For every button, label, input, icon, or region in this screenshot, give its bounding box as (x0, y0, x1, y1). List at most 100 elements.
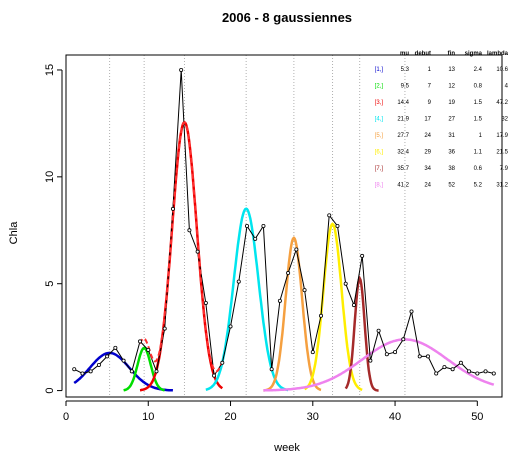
observed-point (425, 354, 430, 359)
observed-point (376, 328, 381, 333)
observed-point (80, 371, 85, 376)
table-cell: 0.8 (474, 84, 483, 90)
table-header-debut: debut (415, 51, 431, 57)
table-row-label: [8,] (375, 183, 384, 189)
observed-point (220, 360, 225, 365)
x-tick-label: 0 (63, 411, 69, 423)
mixture-curve (139, 121, 223, 373)
table-cell: 4 (505, 84, 509, 90)
observed-point (269, 367, 274, 372)
table-cell: 32 (501, 117, 508, 123)
legend-table: mu debut fin sigma lambda[1,] 5.3 1 13 2.4 10.6[2… (375, 51, 509, 189)
observed-point (244, 223, 249, 228)
table-cell: 21.5 (496, 150, 508, 156)
table-row-label: [2,] (375, 84, 384, 90)
gaussian-curve-3 (139, 120, 224, 392)
observed-point (72, 367, 77, 372)
observed-point (179, 67, 184, 72)
gaussian-curve-7 (344, 275, 379, 392)
observed-point (294, 247, 299, 252)
observed-line (73, 69, 494, 378)
x-tick-label: 30 (307, 411, 319, 423)
observed-point (351, 303, 356, 308)
y-tick-label: 0 (44, 388, 56, 394)
observed-point (105, 354, 110, 359)
observed-point (236, 279, 241, 284)
table-row-label: [6,] (375, 150, 384, 156)
observed-point (442, 365, 447, 370)
observed-point (146, 347, 151, 352)
observed-point (335, 223, 340, 228)
table-cell: 31.2 (496, 183, 508, 189)
gaussian-curve-8 (263, 338, 495, 392)
observed-point (96, 362, 101, 367)
observed-point (138, 339, 143, 344)
observed-point (343, 281, 348, 286)
observed-point (458, 360, 463, 365)
observed-point (162, 326, 167, 331)
table-cell: 24 (424, 133, 431, 139)
table-cell: 1.5 (474, 100, 483, 106)
table-header-lambda: lambda (487, 51, 509, 57)
table-cell: 13 (448, 67, 455, 73)
table-cell: 1 (428, 67, 432, 73)
observed-point (302, 288, 307, 293)
table-cell: 12 (448, 84, 455, 90)
gaussian-curve-5 (263, 236, 322, 392)
table-cell: 5.2 (474, 183, 483, 189)
table-cell: 47.2 (496, 100, 508, 106)
observed-point (393, 350, 398, 355)
observed-point (491, 371, 496, 376)
point-layer (72, 67, 496, 378)
table-cell: 7.9 (500, 166, 509, 172)
table-cell: 21.9 (397, 117, 409, 123)
x-tick-label: 50 (471, 411, 483, 423)
observed-point (195, 249, 200, 254)
table-cell: 27.7 (397, 133, 409, 139)
table-cell: 41.2 (397, 183, 409, 189)
y-axis-label: Chla (8, 221, 20, 245)
observed-point (121, 358, 126, 363)
table-cell: 35.7 (397, 166, 409, 172)
observed-point (203, 300, 208, 305)
table-header-sigma: sigma (465, 51, 483, 57)
observed-point (401, 337, 406, 342)
table-cell: 2.4 (474, 67, 483, 73)
table-cell: 19 (448, 100, 455, 106)
table-cell: 38 (448, 166, 455, 172)
x-tick-label: 20 (224, 411, 236, 423)
plot-frame (65, 54, 503, 398)
observed-point (409, 309, 414, 314)
observed-point (253, 236, 258, 241)
table-cell: 1 (479, 133, 483, 139)
table-cell: 1.5 (474, 117, 483, 123)
observed-point (384, 352, 389, 357)
gaussian-curve-6 (303, 222, 363, 391)
observed-point (277, 298, 282, 303)
observed-point (187, 228, 192, 233)
table-cell: 14.4 (397, 100, 409, 106)
table-cell: 52 (448, 183, 455, 189)
curve-layer (73, 69, 495, 392)
chart-title: 2006 - 8 gaussiennes (222, 10, 352, 25)
table-cell: 9.5 (401, 84, 410, 90)
observed-point (327, 213, 332, 218)
table-cell: 9 (428, 100, 432, 106)
table-header-fin: fin (448, 51, 456, 57)
table-row-label: [5,] (375, 133, 384, 139)
y-tick-label: 15 (44, 64, 56, 76)
y-axis: 0 5 10 15 (44, 64, 63, 394)
observed-point (228, 324, 233, 329)
table-cell: 0.6 (474, 166, 483, 172)
observed-point (212, 373, 217, 378)
table-cell: 32.4 (397, 150, 409, 156)
table-row-label: [3,] (375, 100, 384, 106)
gaussian-curve-2 (123, 346, 166, 392)
observed-point (417, 354, 422, 359)
table-cell: 7 (428, 84, 432, 90)
observed-point (154, 369, 159, 374)
observed-point (450, 367, 455, 372)
table-cell: 36 (448, 150, 455, 156)
x-tick-label: 40 (389, 411, 401, 423)
